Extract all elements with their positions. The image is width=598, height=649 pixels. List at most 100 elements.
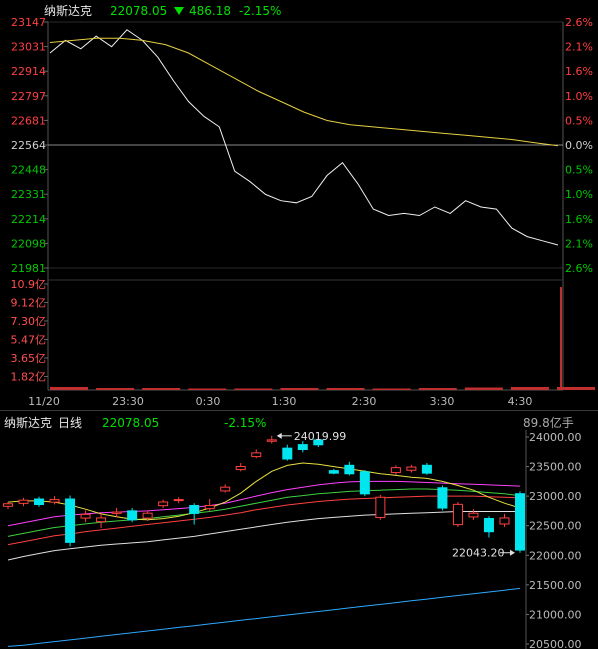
candle-body-up: [375, 496, 386, 519]
candle-body-up: [235, 465, 246, 471]
percent-tick-label: 1.0%: [565, 188, 593, 201]
intraday-chart[interactable]: 23147 2.6% 23031 2.1% 22914 1.6% 22797 1.0% 2268…: [0, 0, 598, 410]
candle-body-down: [282, 447, 293, 460]
down-triangle-icon: [173, 2, 185, 25]
price-tick-label: 22214: [11, 213, 46, 226]
daily-price-tick: 22500.00: [529, 520, 582, 533]
daily-price-tick: 21000.00: [529, 608, 582, 621]
daily-price-tick: 24000.00: [529, 431, 582, 444]
volume-bar: [557, 386, 595, 390]
price-tick-label: 22331: [11, 188, 46, 201]
volume-tick-label: 10.9亿: [11, 278, 47, 291]
price-tick-label: 22564: [11, 139, 46, 152]
candle-body-down: [127, 510, 138, 521]
price-line: [49, 29, 559, 246]
candle-body-up: [204, 505, 215, 510]
low-price-label: 22043.20: [452, 547, 505, 560]
ma-cyan-tail: [8, 646, 85, 647]
volume-tick-label: 1.82亿: [11, 371, 47, 384]
volume-tick-label: 7.30亿: [11, 315, 47, 328]
volume-amount: 89.8亿手: [523, 416, 574, 430]
percent-tick-label: 2.1%: [565, 237, 593, 250]
moving-average-line: [7, 488, 521, 537]
low-arrow-head: [510, 549, 515, 556]
price-tick-label: 22098: [11, 237, 46, 250]
candle-body-up: [266, 439, 277, 442]
candle-body-down: [34, 498, 45, 506]
daily-price-tick: 23000.00: [529, 490, 582, 503]
candle-body-up: [390, 467, 401, 474]
price-tick-label: 22448: [11, 164, 46, 177]
candle-body-up: [49, 499, 60, 503]
moving-average-line: [7, 495, 521, 546]
percent-tick-label: 1.0%: [565, 90, 593, 103]
moving-average-line: [7, 587, 521, 647]
candle-body-up: [142, 512, 153, 519]
daily-price: 22078.05: [102, 416, 160, 430]
percent-tick-label: 2.6%: [565, 16, 593, 29]
change-percent: -2.15%: [239, 4, 282, 18]
time-tick-label: 0:30: [196, 395, 221, 408]
price-tick-label: 22914: [11, 65, 46, 78]
daily-index-name: 纳斯达克: [4, 416, 53, 430]
percent-tick-label: 0.0%: [565, 139, 593, 152]
volume-bar: [50, 386, 88, 390]
price-tick-label: 21981: [11, 262, 46, 275]
daily-price-tick: 20500.00: [529, 638, 582, 649]
time-tick-label: 3:30: [430, 395, 455, 408]
percent-tick-label: 1.6%: [565, 65, 593, 78]
time-tick-label: 4:30: [508, 395, 533, 408]
volume-bar: [418, 387, 457, 390]
candle-body-up: [220, 486, 231, 492]
candle-body-down: [65, 498, 76, 543]
daily-price-tick: 22000.00: [529, 549, 582, 562]
price-tick-label: 23147: [11, 16, 46, 29]
candle-body-up: [111, 511, 122, 514]
price-tick-label: 23031: [11, 41, 46, 54]
moving-average-line: [7, 462, 521, 521]
time-tick-label: 11/20: [28, 395, 60, 408]
high-arrow-head: [276, 432, 282, 439]
time-tick-label: 23:30: [112, 395, 144, 408]
candle-body-down: [483, 518, 494, 533]
candle-body-up: [468, 512, 479, 518]
period-label[interactable]: 日线: [58, 416, 83, 430]
current-price: 22078.05: [110, 4, 168, 18]
volume-bar: [234, 388, 273, 390]
time-tick-label: 1:30: [272, 395, 297, 408]
candle-body-up: [18, 499, 29, 504]
candle-body-down: [515, 493, 525, 551]
daily-price-tick: 21500.00: [529, 579, 582, 592]
volume-bar: [142, 387, 181, 390]
volume-bar: [96, 387, 135, 390]
percent-tick-label: 0.5%: [565, 114, 593, 127]
candle-body-down: [359, 471, 370, 495]
volume-bar: [188, 388, 227, 390]
volume-bar: [326, 387, 365, 390]
candle-body-up: [173, 499, 184, 502]
daily-change-percent: -2.15%: [224, 416, 267, 430]
candle-body-up: [158, 501, 169, 507]
candle-body-up: [251, 452, 262, 458]
price-tick-label: 22681: [11, 114, 46, 127]
candle-body-up: [96, 517, 107, 523]
candle-body-up: [499, 517, 510, 525]
daily-price-tick: 23500.00: [529, 461, 582, 474]
volume-bar: [464, 387, 503, 390]
candle-body-down: [189, 505, 200, 514]
average-line: [49, 37, 559, 147]
candle-body-down: [344, 464, 355, 475]
volume-tick-label: 5.47亿: [11, 334, 47, 347]
volume-bar: [560, 287, 562, 390]
index-name: 纳斯达克: [44, 4, 93, 18]
candle-body-down: [297, 444, 308, 451]
panel-divider: [0, 410, 598, 411]
candle-body-up: [80, 513, 91, 519]
high-price-label: 24019.99: [294, 430, 347, 443]
volume-bar: [280, 387, 319, 390]
candle-body-up: [452, 503, 463, 526]
time-tick-label: 2:30: [352, 395, 377, 408]
volume-bar: [372, 388, 411, 390]
moving-average-line: [7, 511, 520, 561]
